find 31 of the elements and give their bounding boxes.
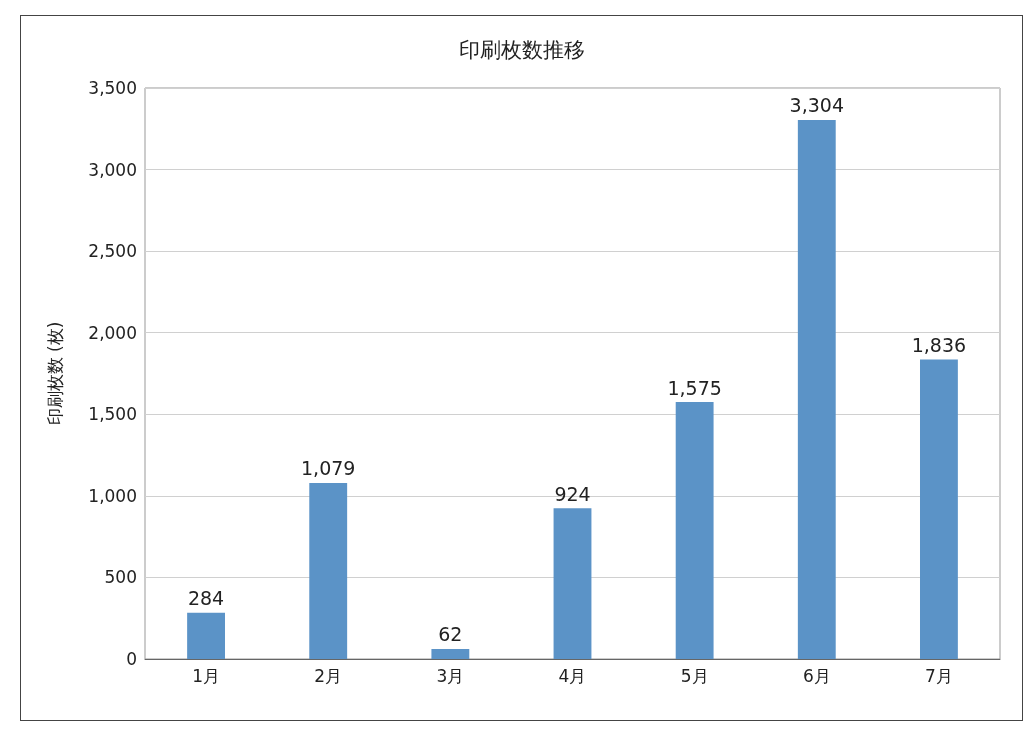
y-tick-label: 2,500 [88,241,137,262]
y-tick-label: 3,000 [88,159,137,180]
bar [797,119,836,659]
x-tick-label: 4月 [558,665,587,686]
bar [187,612,225,659]
x-tick-label: 1月 [192,665,220,686]
bar [920,359,958,659]
x-tick-label: 5月 [680,665,709,686]
x-tick-label: 7月 [925,665,953,686]
data-label: 62 [438,623,463,646]
y-tick-label: 1,000 [88,485,137,506]
bar [553,508,592,659]
bar [675,402,714,659]
x-tick-label: 6月 [802,665,831,686]
y-tick-label: 1,500 [88,404,137,425]
chart-title: 印刷枚数推移 [458,37,585,62]
bar [309,482,348,659]
x-tick-label: 3月 [436,665,465,686]
y-tick-label: 3,500 [88,78,137,98]
y-tick-label: 2,000 [88,322,137,343]
data-label: 284 [187,587,225,610]
data-label: 1,079 [301,457,356,480]
y-axis-title: 印刷枚数 (枚) [44,321,65,426]
data-label: 924 [554,482,591,505]
y-tick-label: 0 [126,649,137,669]
data-label: 1,836 [911,333,967,356]
data-label: 3,304 [789,94,844,117]
bar [431,648,470,659]
data-label: 1,575 [667,376,722,399]
x-tick-label: 2月 [314,665,343,686]
y-tick-label: 500 [104,567,137,588]
